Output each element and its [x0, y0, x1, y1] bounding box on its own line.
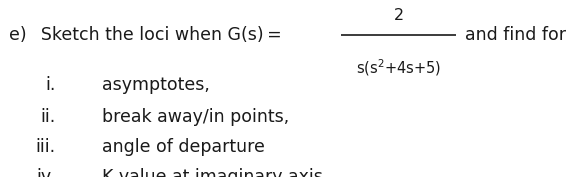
Text: iv.: iv.	[36, 168, 55, 177]
Text: s(s$^2$+4s+5): s(s$^2$+4s+5)	[356, 57, 441, 78]
Text: angle of departure: angle of departure	[102, 138, 265, 156]
Text: e)  Sketch the loci when G(s) =: e) Sketch the loci when G(s) =	[9, 26, 282, 44]
Text: 2: 2	[393, 8, 403, 23]
Text: i.: i.	[45, 76, 55, 94]
Text: iii.: iii.	[35, 138, 55, 156]
Text: and find for: and find for	[465, 26, 566, 44]
Text: asymptotes,: asymptotes,	[102, 76, 210, 94]
Text: K value at imaginary axis: K value at imaginary axis	[102, 168, 323, 177]
Text: break away/in points,: break away/in points,	[102, 108, 289, 126]
Text: ii.: ii.	[40, 108, 55, 126]
